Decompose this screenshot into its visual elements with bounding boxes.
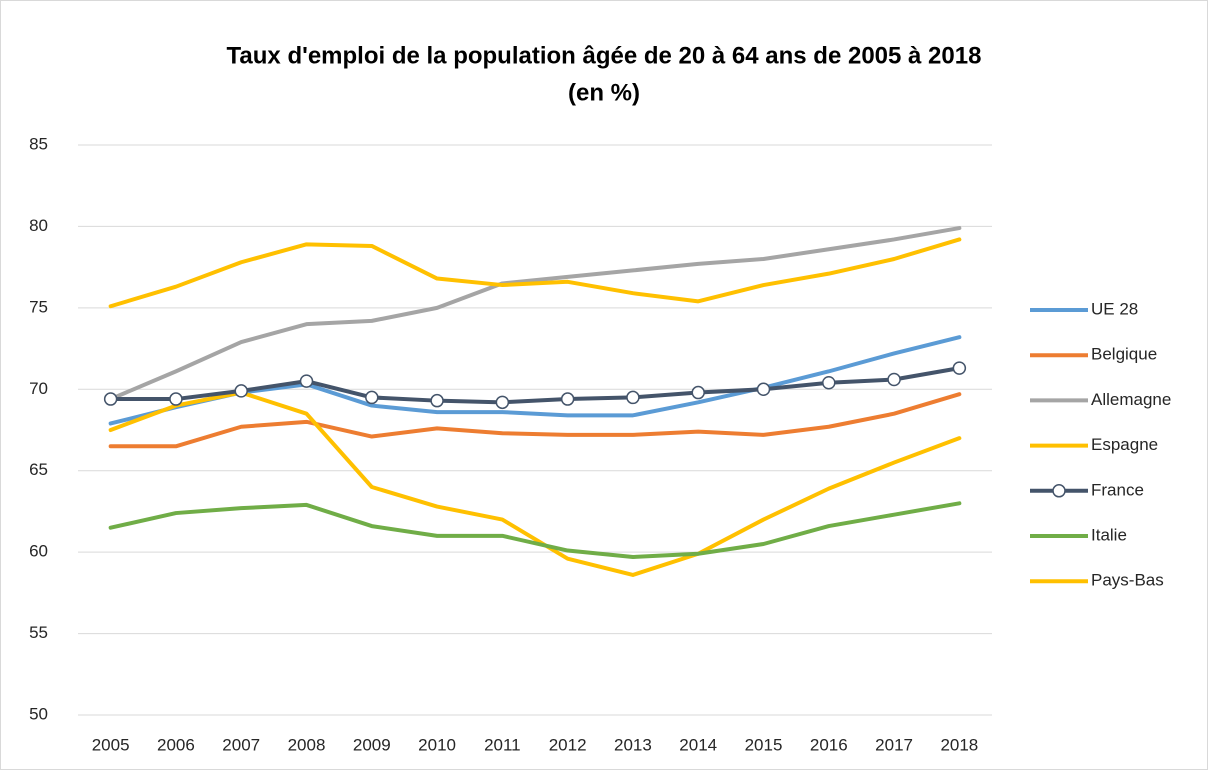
x-tick-label: 2015 xyxy=(745,735,783,754)
series-marker xyxy=(626,390,640,405)
series-marker xyxy=(822,376,836,390)
x-tick-label: 2018 xyxy=(940,735,978,754)
series-line xyxy=(108,390,962,577)
chart-subtitle: (en %) xyxy=(568,79,640,106)
x-tick-label: 2007 xyxy=(222,735,260,754)
y-tick-label: 60 xyxy=(29,542,48,561)
x-tick-label: 2008 xyxy=(288,735,326,754)
series-line xyxy=(108,366,962,405)
legend-label: Belgique xyxy=(1091,345,1157,364)
series-marker xyxy=(952,361,967,375)
x-tick-label: 2005 xyxy=(92,735,130,754)
y-tick-label: 50 xyxy=(29,704,48,723)
x-tick-label: 2016 xyxy=(810,735,848,754)
y-tick-label: 55 xyxy=(29,623,48,642)
x-tick-label: 2009 xyxy=(353,735,391,754)
series-marker xyxy=(887,372,901,387)
y-tick-label: 70 xyxy=(29,379,48,398)
legend-label: Pays-Bas xyxy=(1091,571,1164,590)
x-tick-label: 2011 xyxy=(484,735,521,754)
x-tick-label: 2010 xyxy=(418,735,456,754)
legend-label: Italie xyxy=(1091,525,1127,544)
y-tick-label: 85 xyxy=(29,134,48,153)
series-marker xyxy=(169,392,183,406)
x-tick-label: 2017 xyxy=(875,735,913,754)
series-marker xyxy=(560,392,575,406)
x-tick-label: 2013 xyxy=(614,735,652,754)
series-marker xyxy=(430,393,444,408)
x-tick-label: 2006 xyxy=(157,735,195,754)
series-marker xyxy=(691,385,705,400)
y-tick-label: 80 xyxy=(29,216,48,235)
series-line xyxy=(108,392,962,449)
legend-label: France xyxy=(1091,480,1144,499)
legend-label: Espagne xyxy=(1091,435,1158,454)
legend-marker xyxy=(1052,484,1066,498)
series-marker xyxy=(495,395,510,410)
series-line xyxy=(108,501,962,560)
y-tick-label: 65 xyxy=(29,460,48,479)
legend-label: UE 28 xyxy=(1091,299,1138,318)
series-marker xyxy=(103,392,118,406)
x-tick-label: 2012 xyxy=(549,735,587,754)
series-line xyxy=(108,226,962,402)
x-tick-label: 2014 xyxy=(679,735,717,754)
legend-label: Allemagne xyxy=(1091,390,1171,409)
y-tick-label: 75 xyxy=(29,297,48,316)
series-marker xyxy=(234,384,248,398)
chart-title: Taux d'emploi de la population âgée de 2… xyxy=(227,42,982,69)
series-marker xyxy=(299,374,314,388)
series-line xyxy=(108,237,962,309)
series-marker xyxy=(365,390,379,405)
series-marker xyxy=(756,382,771,397)
